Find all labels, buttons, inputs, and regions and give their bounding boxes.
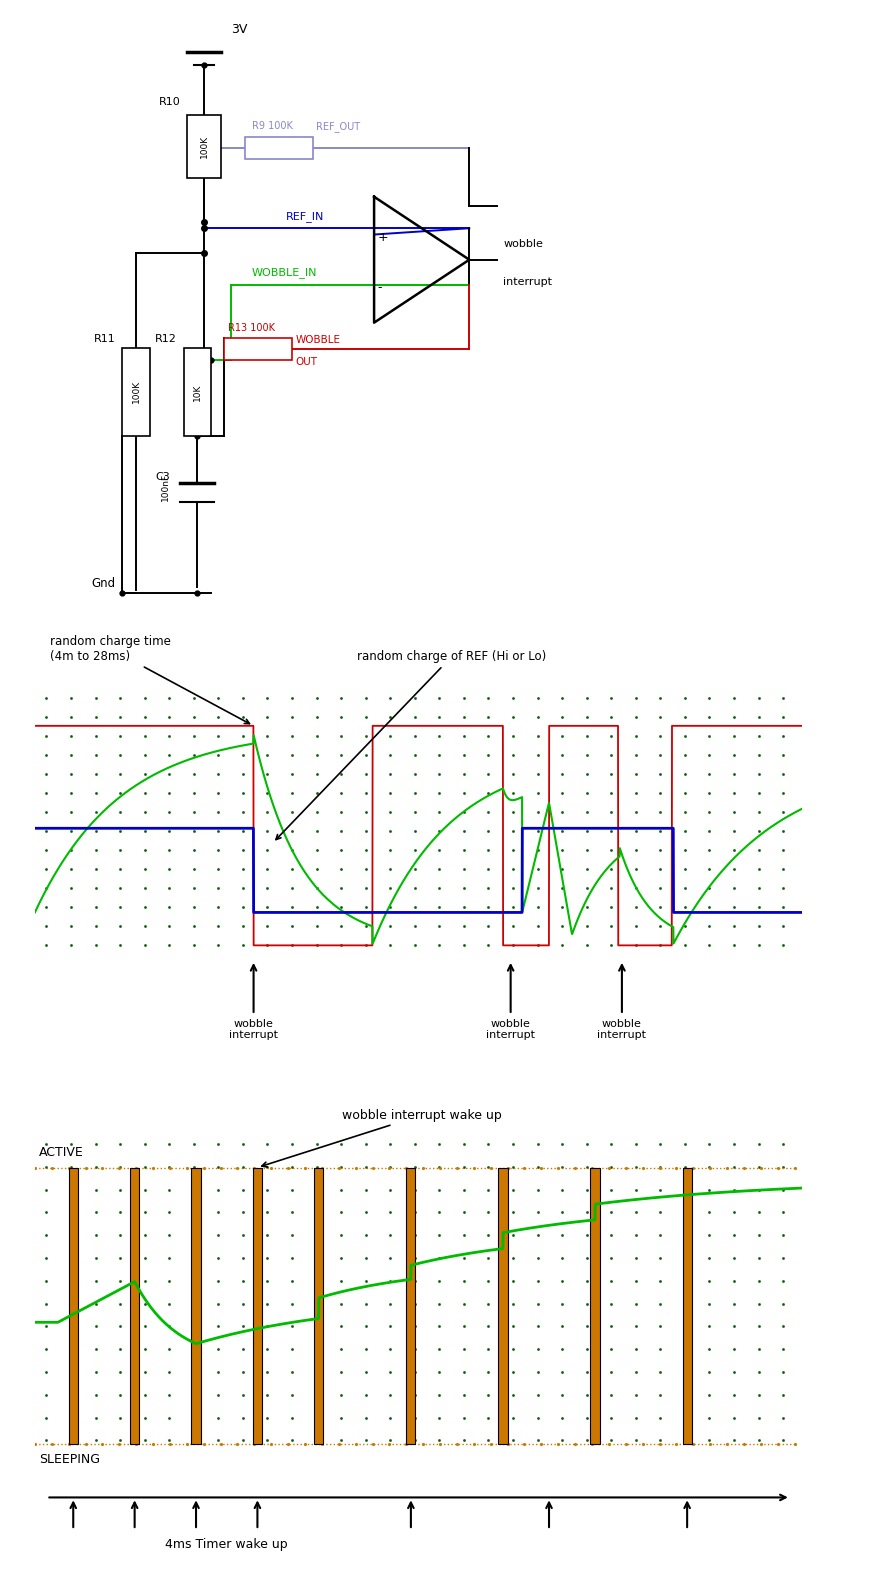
Text: R10: R10 [159,98,181,107]
Text: -: - [378,282,382,294]
Bar [184,348,211,436]
Bar [122,348,150,436]
Text: C3: C3 [155,472,170,482]
Bar [69,1168,78,1445]
Text: interrupt: interrupt [503,277,552,286]
Bar [130,1168,140,1445]
Text: 10K: 10K [193,382,201,401]
Text: R11: R11 [94,334,116,343]
Bar [245,137,313,159]
Text: random charge of REF (Hi or Lo): random charge of REF (Hi or Lo) [276,650,547,839]
Text: WOBBLE_IN: WOBBLE_IN [252,268,317,279]
Text: 100K: 100K [132,381,140,403]
Bar [314,1168,324,1445]
Bar [683,1168,691,1445]
Text: wobble interrupt wake up: wobble interrupt wake up [262,1108,501,1166]
Text: OUT: OUT [296,357,318,367]
Text: R13 100K: R13 100K [228,323,275,332]
Bar [187,115,221,178]
Text: random charge time
(4m to 28ms): random charge time (4m to 28ms) [51,634,249,724]
Text: SLEEPING: SLEEPING [38,1453,99,1465]
Text: Gnd: Gnd [92,578,116,590]
Text: wobble
interrupt: wobble interrupt [229,1018,278,1040]
Text: REF_OUT: REF_OUT [317,121,360,132]
Text: wobble
interrupt: wobble interrupt [597,1018,646,1040]
Text: +: + [378,231,388,244]
Text: 100K: 100K [200,135,208,157]
Text: R12: R12 [155,334,177,343]
Bar [590,1168,600,1445]
Text: WOBBLE: WOBBLE [296,335,341,345]
Text: 100nF: 100nF [161,472,170,501]
Bar [192,1168,201,1445]
Text: 3V: 3V [231,24,248,36]
Bar [499,1168,508,1445]
Text: ACTIVE: ACTIVE [38,1146,84,1160]
Text: wobble
interrupt: wobble interrupt [487,1018,535,1040]
Text: 4ms Timer wake up: 4ms Timer wake up [166,1538,288,1550]
Text: R9 100K: R9 100K [252,121,292,131]
Bar [406,1168,415,1445]
Text: REF_IN: REF_IN [286,211,324,222]
Text: wobble: wobble [503,239,543,249]
Bar [253,1168,262,1445]
Bar [224,338,292,360]
